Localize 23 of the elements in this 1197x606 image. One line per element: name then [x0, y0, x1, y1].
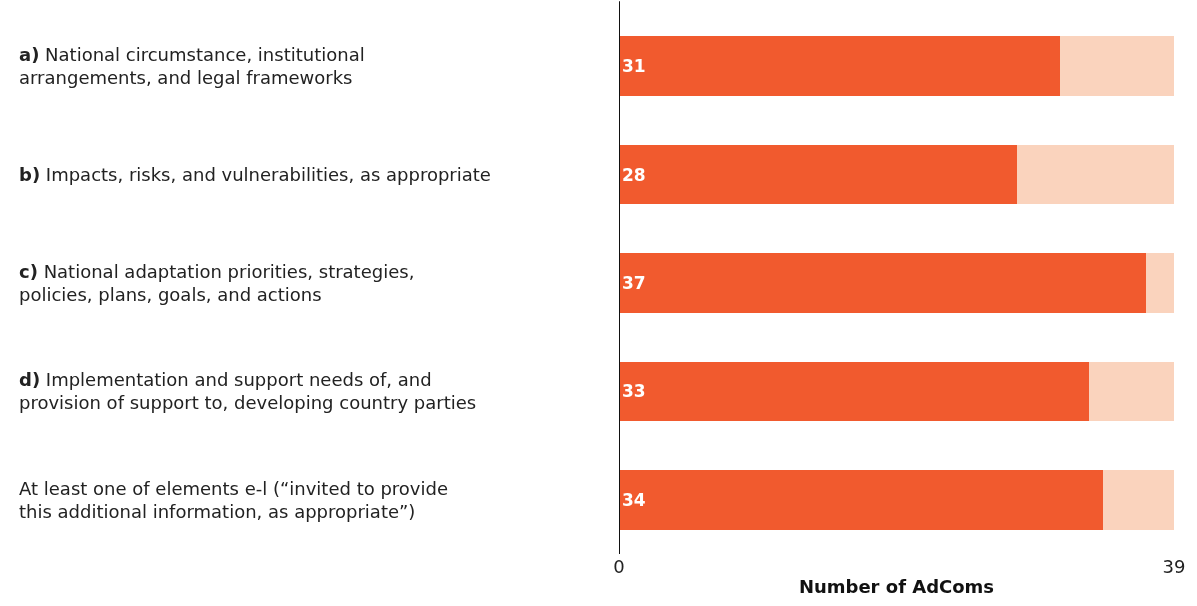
y-tick-label: At least one of elements e-l (“invited to provide this additional information, as appropriate”)	[19, 478, 449, 523]
y-tick-label: b) Impacts, risks, and vulnerabilities, as appropriate	[19, 164, 491, 185]
bar	[619, 144, 1018, 205]
bar	[1060, 36, 1174, 97]
bar	[1102, 469, 1174, 530]
bar	[1145, 253, 1174, 313]
data-label: 31	[622, 56, 646, 77]
data-label: 33	[622, 381, 646, 402]
data-label: 37	[622, 273, 646, 293]
bar	[619, 469, 1103, 530]
y-tick-label: d) Implementation and support needs of, and provision of support to, developing country parties	[19, 369, 477, 414]
bar	[1017, 144, 1174, 205]
data-label: 34	[622, 489, 646, 510]
bar	[1088, 361, 1174, 422]
bar	[619, 253, 1146, 313]
x-axis-title: Number of AdComs	[798, 576, 995, 598]
y-tick-label: c) National adaptation priorities, strategies, policies, plans, goals, and actions	[19, 261, 415, 306]
data-label: 28	[622, 164, 646, 185]
y-tick-label: a) National circumstance, institutional arrangements, and legal frameworks	[19, 44, 365, 89]
bar	[619, 36, 1061, 97]
bar	[619, 361, 1089, 422]
x-tick-label: 0	[613, 556, 625, 577]
x-tick-label: 39	[1162, 556, 1186, 577]
